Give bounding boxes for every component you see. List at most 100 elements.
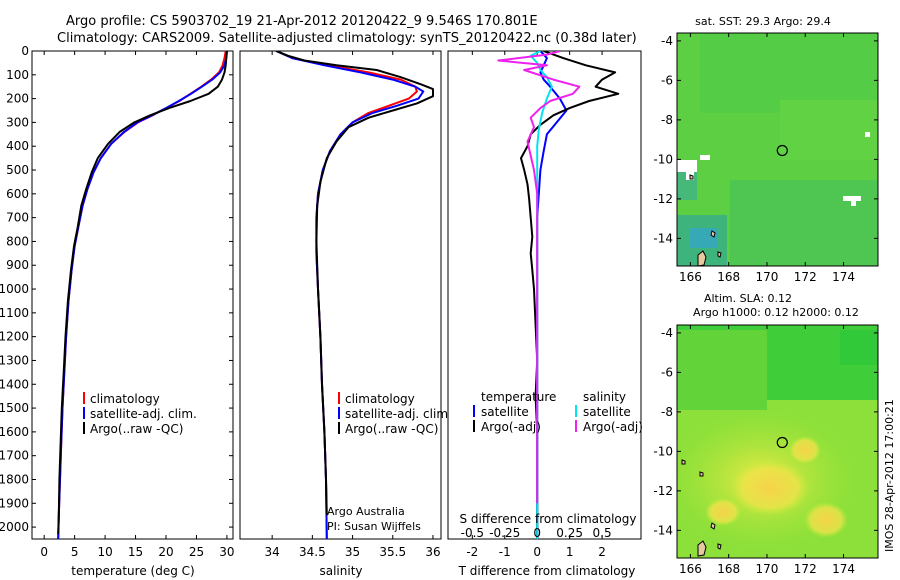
argo-australia-label: Argo Australia xyxy=(327,505,405,518)
y-tick-label: 600 xyxy=(6,187,29,201)
map-x-tick-label: 174 xyxy=(832,270,855,284)
map-x-tick-label: 166 xyxy=(679,562,702,576)
x-tick-label: 20 xyxy=(158,545,173,559)
x-tick-label: 10 xyxy=(97,545,112,559)
argo-position-marker xyxy=(776,436,788,449)
sst-missing xyxy=(851,201,856,206)
map-x-tick-label: 172 xyxy=(794,270,817,284)
sst-field-patch xyxy=(700,33,878,113)
imos-timestamp: IMOS 28-Apr-2012 17:00:21 xyxy=(883,399,896,552)
map-y-tick-label: -10 xyxy=(653,444,673,458)
legend-label-argo: Argo(..raw -QC) xyxy=(90,422,183,436)
figure-title-line2: Climatology: CARS2009. Satellite-adjuste… xyxy=(57,31,637,46)
legend-label-climatology: climatology xyxy=(90,392,160,406)
sla-map-frame xyxy=(676,324,879,559)
legend-label-sal-satellite: satellite xyxy=(583,405,631,419)
x-tick-label: -1 xyxy=(499,545,511,559)
map-y-tick-label: -4 xyxy=(661,326,673,340)
sst-missing xyxy=(865,132,870,137)
temperature-legend: climatology satellite-adj. clim. Argo(..… xyxy=(83,392,197,436)
salinity-plot-frame xyxy=(239,50,442,540)
map-x-tick-label: 172 xyxy=(794,562,817,576)
map-y-tick-label: -12 xyxy=(653,484,673,498)
temperature-axis: 0 5 10 15 20 25 30 xyxy=(40,51,235,559)
legend-label-temp-argo: Argo(-adj) xyxy=(481,420,541,434)
y-tick-label: 1800 xyxy=(0,472,29,486)
sla-high-region xyxy=(705,498,741,526)
island-shape xyxy=(697,250,707,266)
y-tick-label: 500 xyxy=(6,163,29,177)
sla-map-title-line2: Argo h1000: 0.12 h2000: 0.12 xyxy=(693,306,859,319)
difference-panel: -2 -1 0 1 2 T difference from climatology S … xyxy=(447,50,643,578)
sla-map-title-line1: Altim. SLA: 0.12 xyxy=(704,292,792,305)
y-tick-label: 100 xyxy=(6,68,29,82)
s-tick-label: 0.25 xyxy=(556,526,583,540)
map-y-tick-label: -8 xyxy=(661,113,673,127)
y-tick-label: 200 xyxy=(6,92,29,106)
salinity-axis-label: salinity xyxy=(319,564,362,578)
island-shape xyxy=(710,230,716,238)
map-y-tick-label: -6 xyxy=(661,365,673,379)
island-shape xyxy=(699,471,704,477)
x-tick-label: 35.5 xyxy=(379,545,406,559)
y-tick-label: 300 xyxy=(6,115,29,129)
s-tick-label: -0.25 xyxy=(489,526,520,540)
sst-map-frame xyxy=(676,32,879,267)
y-tick-label: 1100 xyxy=(0,306,29,320)
map-x-tick-label: 168 xyxy=(717,562,740,576)
y-tick-label: 1900 xyxy=(0,496,29,510)
profile-line-black xyxy=(275,51,434,516)
y-tick-label: 1000 xyxy=(0,282,29,296)
legend-label-satellite-adj: satellite-adj. clim. xyxy=(345,407,452,421)
temperature-panel: 0100200300400500600700800900100011001200… xyxy=(0,44,235,578)
x-tick-label: 0 xyxy=(533,545,541,559)
sla-map-axes: 166 168 170 172 174 -4 -6 -8 -10 -12 -14 xyxy=(653,325,878,576)
map-y-tick-label: -14 xyxy=(653,523,673,537)
map-x-tick-label: 174 xyxy=(832,562,855,576)
y-tick-label: 1700 xyxy=(0,449,29,463)
map-y-tick-label: -6 xyxy=(661,73,673,87)
island-shape xyxy=(697,540,707,557)
sla-low-patch xyxy=(840,330,878,365)
pi-name-label: PI: Susan Wijffels xyxy=(327,520,421,533)
island-shape xyxy=(717,543,722,550)
sst-missing xyxy=(677,160,697,172)
salinity-legend: climatology satellite-adj. clim. Argo(..… xyxy=(338,392,452,436)
legend-title-salinity: salinity xyxy=(583,390,626,404)
x-tick-label: 34.5 xyxy=(299,545,326,559)
salinity-profiles xyxy=(275,51,434,539)
map-x-tick-label: 170 xyxy=(756,270,779,284)
s-difference-axis-label: S difference from climatology xyxy=(460,512,637,526)
difference-profiles xyxy=(497,51,620,539)
sla-high-region xyxy=(789,436,821,464)
island-shape xyxy=(717,251,722,258)
legend-title-temperature: temperature xyxy=(481,390,556,404)
salinity-axis: 34 34.5 35 35.5 36 xyxy=(265,51,441,559)
sla-map: Altim. SLA: 0.12 Argo h1000: 0.12 h2000:… xyxy=(653,292,879,576)
island-shape xyxy=(681,459,686,465)
x-tick-label: 2 xyxy=(598,545,606,559)
s-tick-label: 0 xyxy=(533,526,541,540)
sst-cool-patch xyxy=(690,228,718,248)
legend-label-climatology: climatology xyxy=(345,392,415,406)
temperature-plot-frame xyxy=(31,50,234,540)
legend-label-satellite-adj: satellite-adj. clim. xyxy=(90,407,197,421)
sla-high-region xyxy=(730,460,810,516)
difference-legend: temperature satellite Argo(-adj) salinit… xyxy=(473,390,643,434)
s-tick-label: -0.5 xyxy=(461,526,484,540)
y-tick-label: 1500 xyxy=(0,401,29,415)
x-tick-label: 5 xyxy=(71,545,79,559)
t-difference-axis-label: T difference from climatology xyxy=(458,564,636,578)
sst-map-axes: 166 168 170 172 174 -4 -6 -8 -10 -12 -14 xyxy=(653,33,878,284)
sst-map-title: sat. SST: 29.3 Argo: 29.4 xyxy=(695,15,831,28)
map-y-tick-label: -4 xyxy=(661,34,673,48)
sla-field-patch xyxy=(677,330,767,410)
s-tick-label: 0.5 xyxy=(593,526,612,540)
figure-title-line1: Argo profile: CS 5903702_19 21-Apr-2012 … xyxy=(66,14,538,29)
y-tick-label: 0 xyxy=(21,44,29,58)
profile-line-magenta xyxy=(497,51,581,504)
y-tick-label: 400 xyxy=(6,139,29,153)
y-tick-label: 900 xyxy=(6,258,29,272)
sst-missing xyxy=(843,196,861,201)
